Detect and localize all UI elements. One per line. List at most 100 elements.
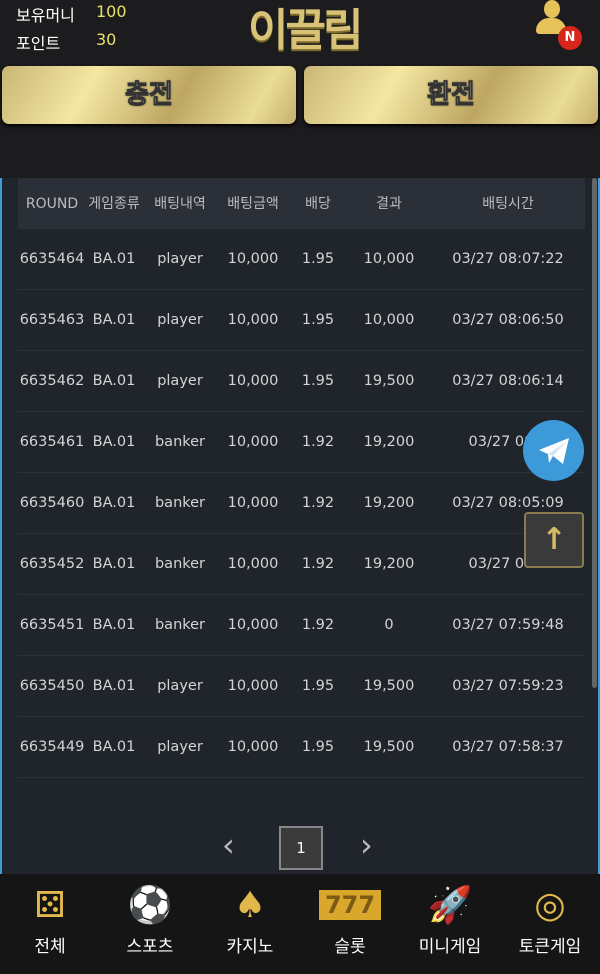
- sports-icon: ⚽: [127, 885, 173, 926]
- nav-label: 전체: [34, 937, 66, 957]
- nav-item-token-game[interactable]: ◎ 토큰게임: [500, 874, 600, 974]
- cell-game-type: BA.01: [92, 617, 136, 633]
- scroll-top-button[interactable]: ↑: [524, 512, 584, 568]
- cell-result: 10,000: [363, 312, 415, 328]
- cell-bet-amount: 10,000: [227, 556, 279, 572]
- column-header-result: 결과: [376, 195, 402, 212]
- cell-bet-choice: player: [157, 678, 203, 694]
- cell-bet-choice: banker: [154, 434, 206, 450]
- cell-result: 19,500: [363, 373, 415, 389]
- charge-button[interactable]: 충전: [2, 66, 296, 124]
- telegram-button[interactable]: [523, 420, 584, 481]
- cell-game-type: BA.01: [92, 556, 136, 572]
- table-row: 6635463 BA.01 player 10,000 1.95 10,000 03/27 …: [18, 290, 585, 351]
- cell-bet-amount: 10,000: [227, 495, 279, 511]
- table-row: 6635464 BA.01 player 10,000 1.95 10,000 03/27 …: [18, 229, 585, 290]
- cell-game-type: BA.01: [92, 251, 136, 267]
- nav-item-all[interactable]: ⚄ 전체: [0, 874, 100, 974]
- points: 포인트 30: [16, 30, 116, 54]
- cell-bet-choice: banker: [154, 495, 206, 511]
- token-game-icon: ◎: [534, 884, 566, 926]
- cell-bet-amount: 10,000: [227, 739, 279, 755]
- cell-result: 19,200: [363, 556, 415, 572]
- cell-game-type: BA.01: [92, 434, 136, 450]
- header: 보유머니 100 포인트 30 이끌림 N: [0, 0, 600, 62]
- nav-label: 슬롯: [334, 937, 366, 957]
- scrollbar[interactable]: [592, 178, 597, 688]
- prev-page-button[interactable]: ‹: [222, 826, 235, 864]
- cell-bet-choice: player: [157, 739, 203, 755]
- cell-result: 19,200: [363, 495, 415, 511]
- cell-bet-choice: player: [157, 312, 203, 328]
- cell-bet-amount: 10,000: [227, 251, 279, 267]
- cell-round: 6635449: [19, 739, 85, 755]
- table-row: 6635461 BA.01 banker 10,000 1.92 19,200 03/27 …: [18, 412, 585, 473]
- cell-bet-choice: banker: [154, 556, 206, 572]
- cell-game-type: BA.01: [92, 312, 136, 328]
- cell-odds: 1.95: [301, 251, 335, 267]
- cell-round: 6635460: [19, 495, 85, 511]
- points-label: 포인트: [16, 34, 61, 53]
- cell-bet-time: 03/27 08:07:22: [452, 251, 564, 267]
- table-row: 6635462 BA.01 player 10,000 1.95 19,500 03/27 …: [18, 351, 585, 412]
- cell-bet-choice: player: [157, 251, 203, 267]
- cell-result: 19,500: [363, 678, 415, 694]
- cell-round: 6635462: [19, 373, 85, 389]
- betting-history-panel: ROUND 게임종류 배팅내역 배팅금액 배당 결과 배팅시간 6635464 BA.01 pl…: [0, 178, 600, 874]
- nav-item-sports[interactable]: ⚽ 스포츠: [100, 874, 200, 974]
- table-row: 6635451 BA.01 banker 10,000 1.92 0 03/27 07:59…: [18, 595, 585, 656]
- page-number[interactable]: 1: [279, 826, 323, 870]
- next-page-button[interactable]: ›: [360, 826, 373, 864]
- cell-game-type: BA.01: [92, 739, 136, 755]
- slot-icon: 777: [319, 890, 381, 920]
- table-row: 6635450 BA.01 player 10,000 1.95 19,500 03/27 …: [18, 656, 585, 717]
- cell-odds: 1.95: [301, 312, 335, 328]
- cell-result: 19,200: [363, 434, 415, 450]
- cell-round: 6635463: [19, 312, 85, 328]
- cell-game-type: BA.01: [92, 495, 136, 511]
- minigame-icon: 🚀: [427, 885, 473, 926]
- cell-odds: 1.95: [301, 373, 335, 389]
- balance-value: 100: [96, 2, 127, 21]
- column-header-odds: 배당: [305, 195, 331, 212]
- cell-bet-amount: 10,000: [227, 434, 279, 450]
- cell-bet-amount: 10,000: [227, 617, 279, 633]
- nav-item-casino[interactable]: ♠ 카지노: [200, 874, 300, 974]
- notification-badge: N: [558, 26, 582, 50]
- table-row: 6635460 BA.01 banker 10,000 1.92 19,200 03/27 …: [18, 473, 585, 534]
- cell-odds: 1.92: [301, 556, 335, 572]
- logo[interactable]: 이끌림: [248, 5, 363, 56]
- cell-odds: 1.92: [301, 495, 335, 511]
- nav-item-minigame[interactable]: 🚀 미니게임: [400, 874, 500, 974]
- cell-bet-time: 03/27 07:59:48: [452, 617, 564, 633]
- cell-bet-choice: banker: [154, 617, 206, 633]
- cell-bet-choice: player: [157, 373, 203, 389]
- table-row: 6635452 BA.01 banker 10,000 1.92 19,200 03/27 …: [18, 534, 585, 595]
- exchange-button[interactable]: 환전: [304, 66, 598, 124]
- cell-bet-amount: 10,000: [227, 678, 279, 694]
- all-icon: ⚄: [34, 884, 66, 926]
- cell-result: 10,000: [363, 251, 415, 267]
- bottom-nav: ⚄ 전체 ⚽ 스포츠 ♠ 카지노 777 슬롯 🚀 미니게임 ◎ 토큰게임: [0, 874, 600, 974]
- cell-bet-time: 03/27 07:59:23: [452, 678, 564, 694]
- cell-bet-time: 03/27 08:05:09: [452, 495, 564, 511]
- column-header-game-type: 게임종류: [88, 195, 140, 212]
- cell-odds: 1.92: [301, 617, 335, 633]
- nav-item-slot[interactable]: 777 슬롯: [300, 874, 400, 974]
- cell-bet-time: 03/27 08:06:50: [452, 312, 564, 328]
- cell-result: 19,500: [363, 739, 415, 755]
- cell-round: 6635450: [19, 678, 85, 694]
- cell-round: 6635464: [19, 251, 85, 267]
- nav-label: 카지노: [226, 937, 274, 957]
- telegram-icon: [538, 437, 569, 464]
- user-icon[interactable]: N: [536, 0, 586, 50]
- table-header: ROUND 게임종류 배팅내역 배팅금액 배당 결과 배팅시간: [18, 178, 585, 229]
- cell-game-type: BA.01: [92, 678, 136, 694]
- cell-odds: 1.95: [301, 678, 335, 694]
- cell-odds: 1.92: [301, 434, 335, 450]
- column-header-bet-choice: 배팅내역: [154, 195, 206, 212]
- cell-round: 6635451: [19, 617, 85, 633]
- balance-label: 보유머니: [16, 6, 75, 25]
- cell-round: 6635452: [19, 556, 85, 572]
- nav-label: 토큰게임: [518, 937, 582, 957]
